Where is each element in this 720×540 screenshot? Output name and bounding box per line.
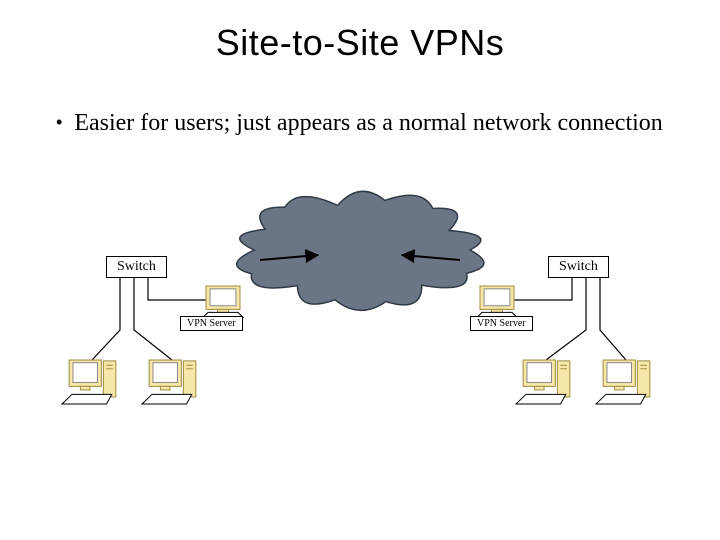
cloud-icon bbox=[237, 191, 484, 310]
switch-label-right: Switch bbox=[548, 256, 609, 278]
computer-icon bbox=[62, 360, 116, 404]
network-wire bbox=[546, 278, 586, 360]
network-wire bbox=[506, 278, 572, 300]
vpn-server-icon bbox=[203, 286, 243, 317]
vpn-server-icon bbox=[477, 286, 517, 317]
computer-icon bbox=[516, 360, 570, 404]
computer-icon bbox=[596, 360, 650, 404]
switch-label-left: Switch bbox=[106, 256, 167, 278]
network-wire bbox=[92, 278, 120, 360]
network-wire bbox=[600, 278, 626, 360]
network-wire bbox=[148, 278, 214, 300]
vpn-label-right: VPN Server bbox=[470, 316, 533, 331]
network-wire bbox=[134, 278, 172, 360]
computer-icon bbox=[142, 360, 196, 404]
vpn-label-left: VPN Server bbox=[180, 316, 243, 331]
